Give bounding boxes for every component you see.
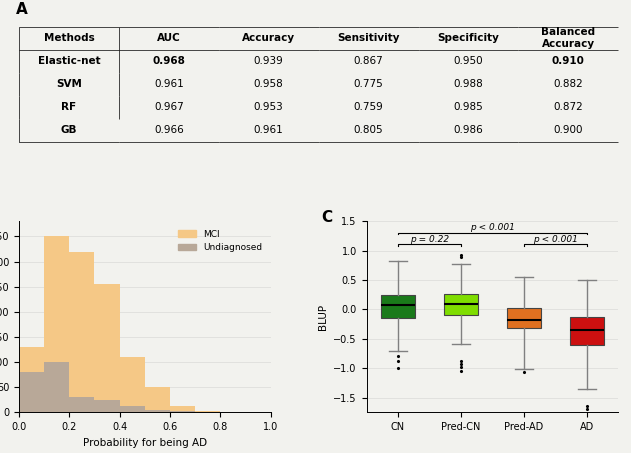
Bar [120, 406, 145, 412]
Bar [170, 406, 195, 412]
PathPatch shape [380, 295, 415, 318]
Bar [19, 372, 44, 412]
Text: p = 0.22: p = 0.22 [410, 235, 449, 244]
X-axis label: Probability for being AD: Probability for being AD [83, 438, 207, 448]
Bar [95, 284, 120, 412]
Bar [145, 410, 170, 412]
Bar [145, 387, 170, 412]
Bar [170, 411, 195, 412]
PathPatch shape [507, 308, 541, 328]
PathPatch shape [570, 317, 604, 345]
Bar [69, 251, 95, 412]
Text: p < 0.001: p < 0.001 [533, 235, 578, 244]
PathPatch shape [444, 294, 478, 315]
Bar [44, 362, 69, 412]
Bar [44, 236, 69, 412]
Bar [95, 400, 120, 412]
Text: p < 0.001: p < 0.001 [470, 223, 515, 232]
Y-axis label: BLUP: BLUP [318, 304, 327, 330]
Bar [69, 397, 95, 412]
Bar [120, 357, 145, 412]
Text: A: A [16, 2, 28, 17]
Text: C: C [321, 210, 333, 225]
Legend: MCI, Undiagnosed: MCI, Undiagnosed [175, 226, 266, 255]
Bar [195, 411, 220, 412]
Bar [19, 347, 44, 412]
